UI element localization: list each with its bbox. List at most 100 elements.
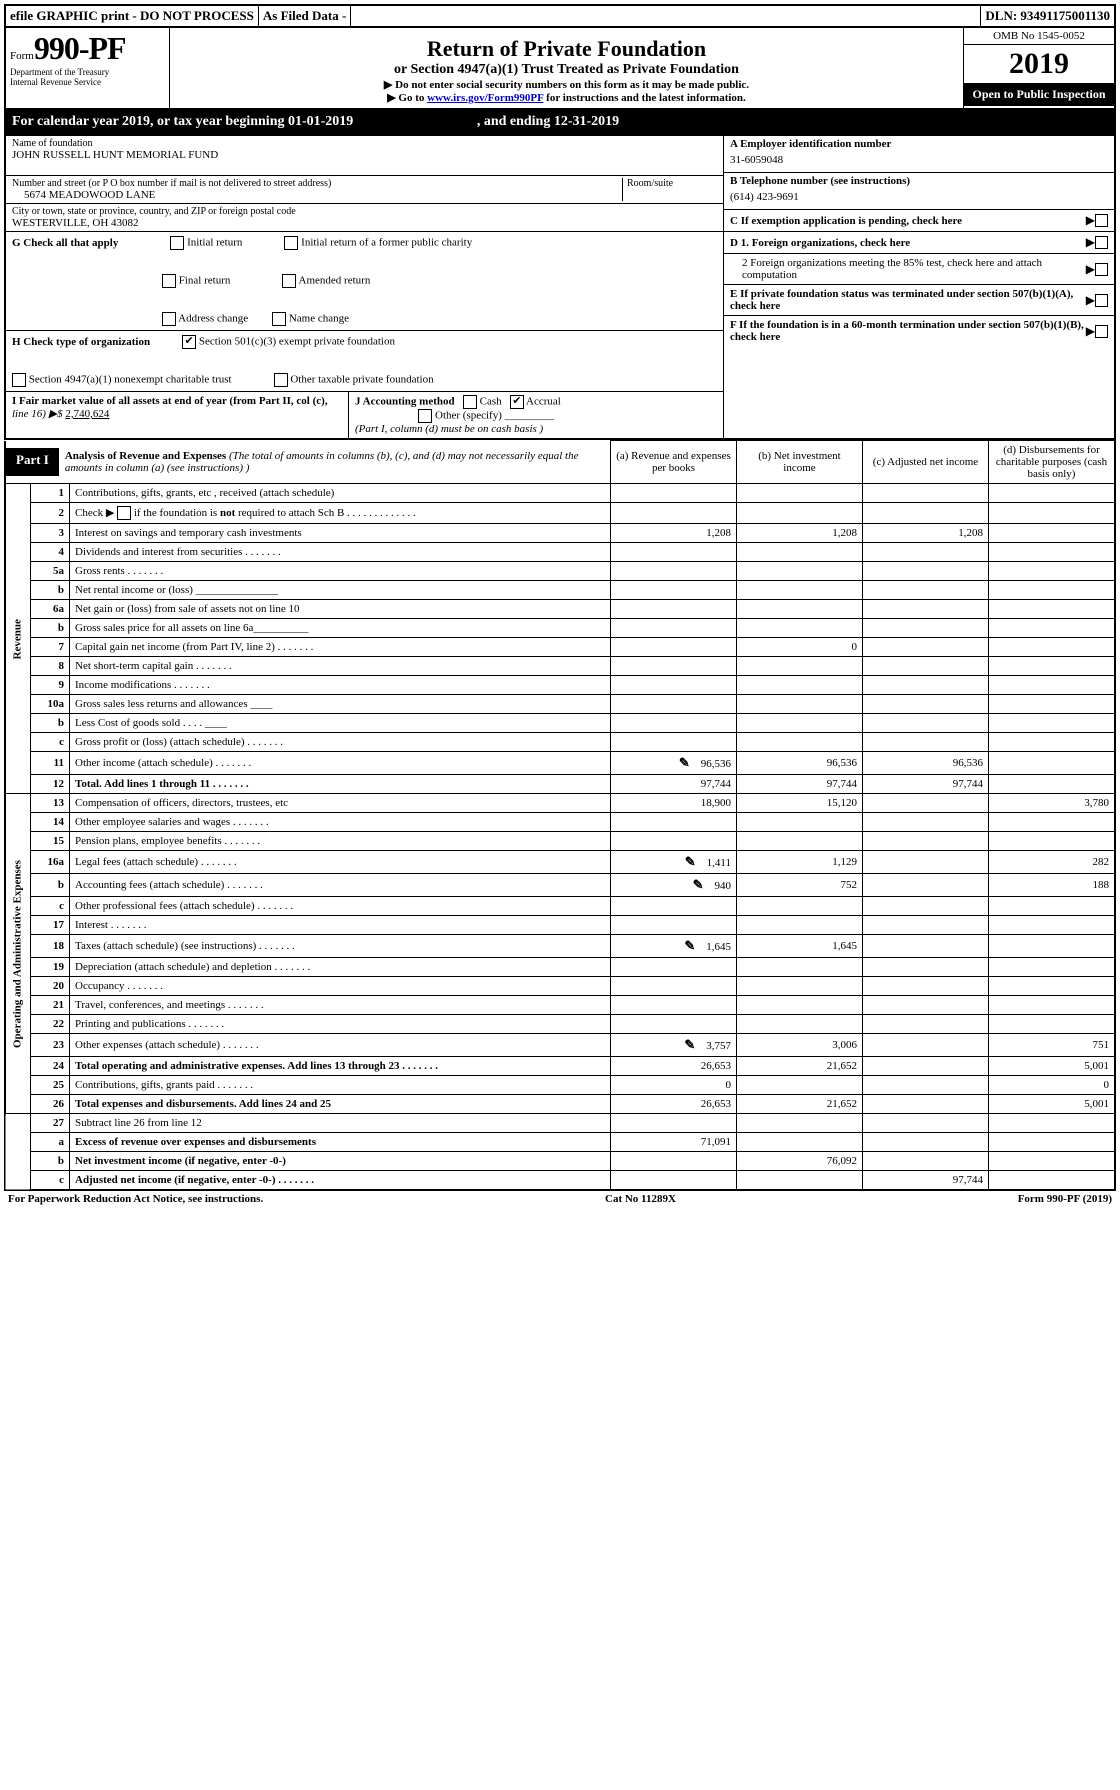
cell-x (989, 638, 1116, 657)
row-desc: Depreciation (attach schedule) and deple… (70, 958, 611, 977)
cell-c: 97,744 (863, 775, 989, 794)
cell-c (863, 1057, 989, 1076)
cell-c (863, 619, 989, 638)
year-box: OMB No 1545-0052 2019 Open to Public Ins… (963, 28, 1114, 108)
row-number: 4 (31, 543, 70, 562)
section-e: E If private foundation status was termi… (724, 285, 1114, 316)
cell-c (863, 851, 989, 874)
cell-a: 26,653 (611, 1095, 737, 1114)
check-d1[interactable] (1095, 236, 1108, 249)
check-final[interactable] (162, 274, 176, 288)
cell-b: 1,645 (737, 935, 863, 958)
cell-c (863, 581, 989, 600)
cell-a (611, 543, 737, 562)
row-desc: Interest on savings and temporary cash i… (70, 524, 611, 543)
check-cash[interactable] (463, 395, 477, 409)
cell-x (989, 524, 1116, 543)
cell-b (737, 676, 863, 695)
row-desc: Net gain or (loss) from sale of assets n… (70, 600, 611, 619)
cell-b (737, 832, 863, 851)
cell-x (989, 1114, 1116, 1133)
cell-x (989, 832, 1116, 851)
row-number: 7 (31, 638, 70, 657)
cell-c (863, 1034, 989, 1057)
attach-icon[interactable]: ✎ (693, 877, 704, 892)
check-other-tax[interactable] (274, 373, 288, 387)
row-number: 11 (31, 752, 70, 775)
row-desc: Other professional fees (attach schedule… (70, 897, 611, 916)
row-desc: Other expenses (attach schedule) . . . .… (70, 1034, 611, 1057)
table-row: 8Net short-term capital gain . . . . . .… (5, 657, 1115, 676)
cell-a (611, 714, 737, 733)
calendar-year-row: For calendar year 2019, or tax year begi… (4, 110, 1116, 136)
check-other-acct[interactable] (418, 409, 432, 423)
tax-year: 2019 (964, 45, 1114, 83)
table-row: bLess Cost of goods sold . . . . ____ (5, 714, 1115, 733)
section-c: C If exemption application is pending, c… (724, 210, 1114, 232)
irs-link[interactable]: www.irs.gov/Form990PF (427, 92, 543, 104)
cell-c (863, 1015, 989, 1034)
cell-a: 97,744 (611, 775, 737, 794)
attach-icon[interactable]: ✎ (684, 1037, 695, 1052)
row-number: 20 (31, 977, 70, 996)
table-row: 16aLegal fees (attach schedule) . . . . … (5, 851, 1115, 874)
cell-x (989, 1133, 1116, 1152)
cell-a: ✎ 940 (611, 874, 737, 897)
cell-c (863, 695, 989, 714)
as-filed: As Filed Data - (259, 6, 351, 26)
check-initial[interactable] (170, 236, 184, 250)
cell-c (863, 832, 989, 851)
check-4947[interactable] (12, 373, 26, 387)
row-number: 17 (31, 916, 70, 935)
check-initial-former[interactable] (284, 236, 298, 250)
cell-b (737, 503, 863, 524)
cell-c (863, 1095, 989, 1114)
row-desc: Legal fees (attach schedule) . . . . . .… (70, 851, 611, 874)
row-number: a (31, 1133, 70, 1152)
attach-icon[interactable]: ✎ (679, 755, 690, 770)
cell-b (737, 813, 863, 832)
check-address[interactable] (162, 312, 176, 326)
table-row: 23Other expenses (attach schedule) . . .… (5, 1034, 1115, 1057)
cell-c (863, 897, 989, 916)
row-number: 27 (31, 1114, 70, 1133)
check-c[interactable] (1095, 214, 1108, 227)
info-left: Name of foundation JOHN RUSSELL HUNT MEM… (6, 136, 723, 438)
table-row: Revenue1Contributions, gifts, grants, et… (5, 484, 1115, 503)
cell-a (611, 484, 737, 503)
table-row: 15Pension plans, employee benefits . . .… (5, 832, 1115, 851)
check-amended[interactable] (282, 274, 296, 288)
section-j: J Accounting method Cash ✔ Accrual Other… (349, 392, 723, 438)
cell-x (989, 752, 1116, 775)
row-number: 10a (31, 695, 70, 714)
table-row: 19Depreciation (attach schedule) and dep… (5, 958, 1115, 977)
row-desc: Excess of revenue over expenses and disb… (70, 1133, 611, 1152)
row-desc: Net rental income or (loss) ____________… (70, 581, 611, 600)
form-ref: Form 990-PF (2019) (1018, 1193, 1112, 1205)
cell-c: 96,536 (863, 752, 989, 775)
cell-b (737, 1133, 863, 1152)
check-e[interactable] (1095, 294, 1108, 307)
attach-icon[interactable]: ✎ (684, 938, 695, 953)
side-label: Operating and Administrative Expenses (5, 794, 31, 1114)
cell-x (989, 1015, 1116, 1034)
check-accrual[interactable]: ✔ (510, 395, 524, 409)
info-grid: Name of foundation JOHN RUSSELL HUNT MEM… (4, 136, 1116, 440)
section-ij: I Fair market value of all assets at end… (6, 392, 723, 438)
cell-b: 21,652 (737, 1095, 863, 1114)
check-501c3[interactable]: ✔ (182, 335, 196, 349)
check-f[interactable] (1095, 325, 1108, 338)
cell-b (737, 977, 863, 996)
table-row: Operating and Administrative Expenses13C… (5, 794, 1115, 813)
attach-icon[interactable]: ✎ (685, 854, 696, 869)
cell-c (863, 1114, 989, 1133)
table-row: 7Capital gain net income (from Part IV, … (5, 638, 1115, 657)
check-name[interactable] (272, 312, 286, 326)
row-desc: Capital gain net income (from Part IV, l… (70, 638, 611, 657)
cell-b: 1,129 (737, 851, 863, 874)
cell-x (989, 813, 1116, 832)
cell-a: ✎ 1,645 (611, 935, 737, 958)
cell-a (611, 897, 737, 916)
cell-b: 97,744 (737, 775, 863, 794)
check-d2[interactable] (1095, 263, 1108, 276)
